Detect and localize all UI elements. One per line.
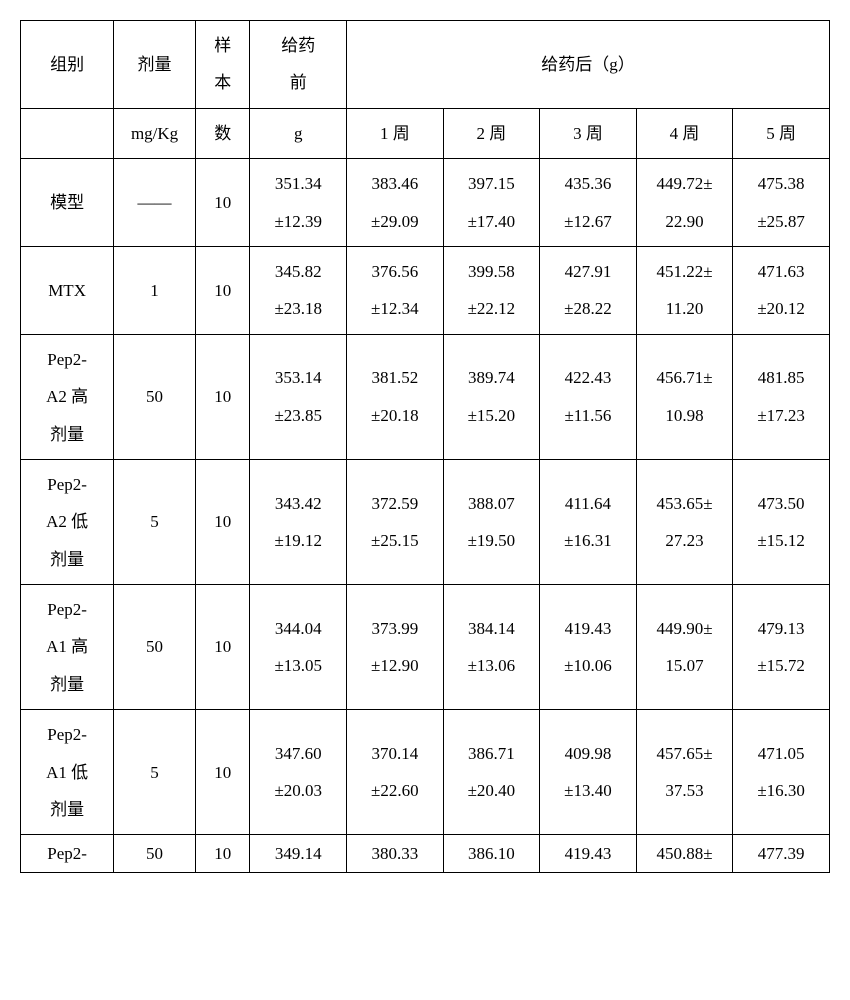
cell-week-1: 376.56±12.34 xyxy=(347,246,444,334)
header-week-2: 2 周 xyxy=(443,108,540,158)
cell-week-4: 450.88± xyxy=(636,835,733,873)
cell-week-5: 481.85±17.23 xyxy=(733,334,830,459)
data-table: 组别 剂量 样 本 给药 前 给药后（g） mg/Kg 数 g 1 周 2 周 … xyxy=(20,20,830,873)
cell-n: 10 xyxy=(195,585,250,710)
cell-dose: 5 xyxy=(114,459,196,584)
header-pre-l1: 给药 xyxy=(252,27,344,64)
header-sample: 样 本 xyxy=(195,21,250,109)
cell-pre: 347.60±20.03 xyxy=(250,710,347,835)
header-row-1: 组别 剂量 样 本 给药 前 给药后（g） xyxy=(21,21,830,109)
header-week-4: 4 周 xyxy=(636,108,733,158)
header-after: 给药后（g） xyxy=(347,21,830,109)
cell-week-3: 422.43±11.56 xyxy=(540,334,637,459)
cell-group: MTX xyxy=(21,246,114,334)
cell-dose: —— xyxy=(114,159,196,247)
cell-n: 10 xyxy=(195,334,250,459)
cell-week-5: 477.39 xyxy=(733,835,830,873)
cell-group: Pep2- xyxy=(21,835,114,873)
cell-pre: 349.14 xyxy=(250,835,347,873)
header-pre: 给药 前 xyxy=(250,21,347,109)
cell-pre: 353.14±23.85 xyxy=(250,334,347,459)
cell-pre: 345.82±23.18 xyxy=(250,246,347,334)
cell-week-2: 386.71±20.40 xyxy=(443,710,540,835)
table-row: Pep2-A1 高剂量5010344.04±13.05373.99±12.903… xyxy=(21,585,830,710)
cell-week-2: 399.58±22.12 xyxy=(443,246,540,334)
cell-week-5: 479.13±15.72 xyxy=(733,585,830,710)
cell-pre: 343.42±19.12 xyxy=(250,459,347,584)
cell-week-3: 435.36±12.67 xyxy=(540,159,637,247)
header-pre-unit: g xyxy=(250,108,347,158)
table-row: Pep2-A2 高剂量5010353.14±23.85381.52±20.183… xyxy=(21,334,830,459)
cell-week-4: 451.22±11.20 xyxy=(636,246,733,334)
cell-group: Pep2-A2 高剂量 xyxy=(21,334,114,459)
cell-week-3: 427.91±28.22 xyxy=(540,246,637,334)
header-group: 组别 xyxy=(21,21,114,109)
cell-group: Pep2-A1 低剂量 xyxy=(21,710,114,835)
header-dose: 剂量 xyxy=(114,21,196,109)
cell-week-2: 389.74±15.20 xyxy=(443,334,540,459)
cell-n: 10 xyxy=(195,710,250,835)
cell-week-3: 419.43±10.06 xyxy=(540,585,637,710)
header-row-2: mg/Kg 数 g 1 周 2 周 3 周 4 周 5 周 xyxy=(21,108,830,158)
cell-week-5: 471.63±20.12 xyxy=(733,246,830,334)
header-dose-unit: mg/Kg xyxy=(114,108,196,158)
table-row: Pep2-A2 低剂量510343.42±19.12372.59±25.1538… xyxy=(21,459,830,584)
cell-week-1: 373.99±12.90 xyxy=(347,585,444,710)
cell-week-4: 456.71±10.98 xyxy=(636,334,733,459)
cell-week-1: 383.46±29.09 xyxy=(347,159,444,247)
header-week-3: 3 周 xyxy=(540,108,637,158)
cell-week-3: 419.43 xyxy=(540,835,637,873)
header-sample-unit: 数 xyxy=(195,108,250,158)
header-pre-l2: 前 xyxy=(252,64,344,101)
cell-dose: 5 xyxy=(114,710,196,835)
cell-week-1: 370.14±22.60 xyxy=(347,710,444,835)
header-week-1: 1 周 xyxy=(347,108,444,158)
header-sample-l2: 本 xyxy=(198,64,248,101)
cell-week-4: 449.72±22.90 xyxy=(636,159,733,247)
cell-week-4: 457.65±37.53 xyxy=(636,710,733,835)
cell-n: 10 xyxy=(195,835,250,873)
header-week-5: 5 周 xyxy=(733,108,830,158)
table-row: MTX110345.82±23.18376.56±12.34399.58±22.… xyxy=(21,246,830,334)
cell-week-1: 381.52±20.18 xyxy=(347,334,444,459)
cell-week-5: 471.05±16.30 xyxy=(733,710,830,835)
cell-week-1: 372.59±25.15 xyxy=(347,459,444,584)
cell-group: 模型 xyxy=(21,159,114,247)
cell-dose: 50 xyxy=(114,334,196,459)
cell-n: 10 xyxy=(195,459,250,584)
cell-week-2: 384.14±13.06 xyxy=(443,585,540,710)
cell-week-2: 386.10 xyxy=(443,835,540,873)
cell-week-4: 453.65±27.23 xyxy=(636,459,733,584)
cell-pre: 344.04±13.05 xyxy=(250,585,347,710)
cell-week-1: 380.33 xyxy=(347,835,444,873)
cell-dose: 50 xyxy=(114,835,196,873)
cell-dose: 1 xyxy=(114,246,196,334)
cell-n: 10 xyxy=(195,246,250,334)
table-row: 模型——10351.34±12.39383.46±29.09397.15±17.… xyxy=(21,159,830,247)
table-row: Pep2-A1 低剂量510347.60±20.03370.14±22.6038… xyxy=(21,710,830,835)
cell-n: 10 xyxy=(195,159,250,247)
header-group-empty xyxy=(21,108,114,158)
cell-week-2: 397.15±17.40 xyxy=(443,159,540,247)
cell-week-5: 475.38±25.87 xyxy=(733,159,830,247)
header-sample-l1: 样 xyxy=(198,27,248,64)
cell-pre: 351.34±12.39 xyxy=(250,159,347,247)
cell-week-3: 409.98±13.40 xyxy=(540,710,637,835)
cell-group: Pep2-A2 低剂量 xyxy=(21,459,114,584)
cell-group: Pep2-A1 高剂量 xyxy=(21,585,114,710)
cell-week-3: 411.64±16.31 xyxy=(540,459,637,584)
cell-dose: 50 xyxy=(114,585,196,710)
cell-week-2: 388.07±19.50 xyxy=(443,459,540,584)
table-body: 模型——10351.34±12.39383.46±29.09397.15±17.… xyxy=(21,159,830,873)
cell-week-5: 473.50±15.12 xyxy=(733,459,830,584)
cell-week-4: 449.90±15.07 xyxy=(636,585,733,710)
table-row: Pep2-5010349.14380.33386.10419.43450.88±… xyxy=(21,835,830,873)
